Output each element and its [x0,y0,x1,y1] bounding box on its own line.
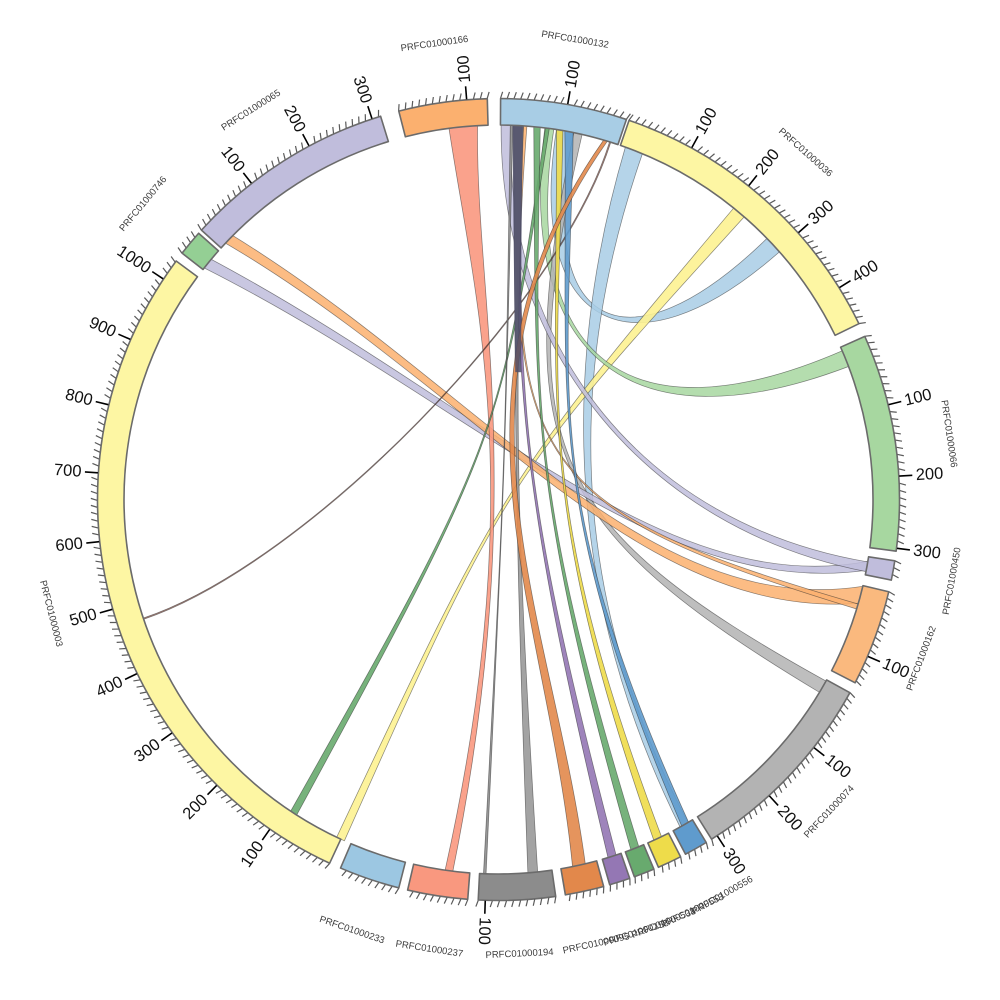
svg-text:200: 200 [915,465,944,485]
svg-text:100: 100 [454,55,474,84]
svg-text:100: 100 [562,59,584,89]
svg-text:700: 700 [53,461,82,481]
svg-text:300: 300 [912,541,942,562]
svg-text:800: 800 [63,386,94,410]
svg-text:PRFC01000194: PRFC01000194 [485,947,554,961]
svg-text:600: 600 [54,534,83,555]
svg-text:100: 100 [475,917,494,945]
svg-text:100: 100 [903,385,934,409]
